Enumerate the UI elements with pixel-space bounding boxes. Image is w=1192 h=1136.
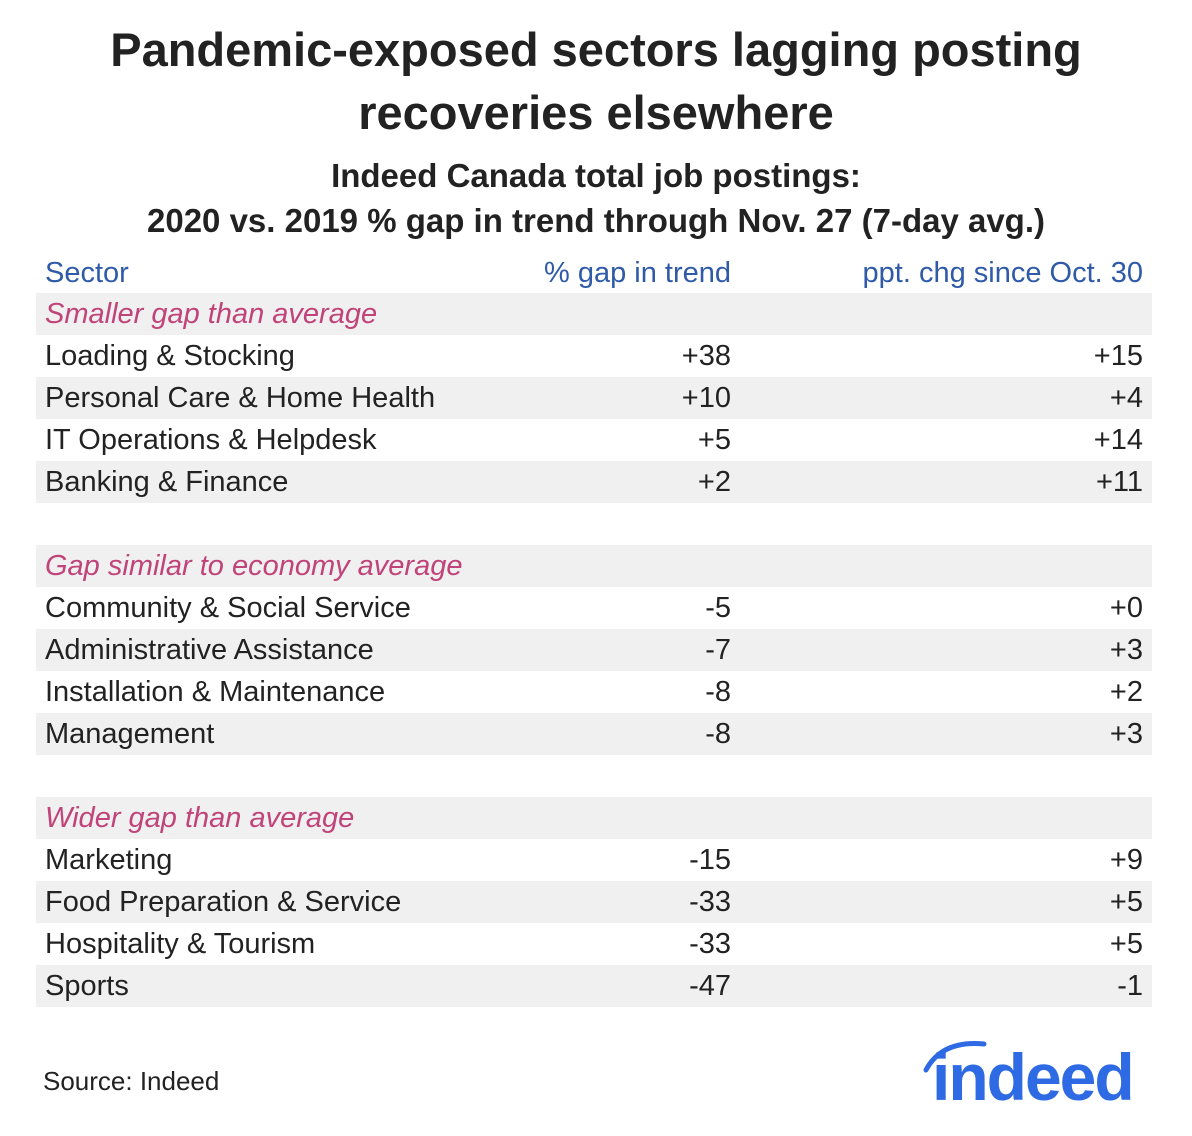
sector-cell: Management — [45, 718, 215, 750]
change-cell: -1 — [1117, 970, 1143, 1002]
gap-cell: +2 — [697, 466, 731, 498]
category-row: Smaller gap than average — [36, 293, 1152, 335]
change-cell: +3 — [1109, 634, 1143, 666]
change-cell: +2 — [1109, 676, 1143, 708]
table-row: Food Preparation & Service -33 +5 — [36, 881, 1152, 923]
change-cell: +5 — [1109, 886, 1143, 918]
sector-cell: Gap similar to economy average — [45, 550, 463, 582]
sector-cell: IT Operations & Helpdesk — [45, 424, 377, 456]
sector-cell: Wider gap than average — [45, 802, 355, 834]
chart-title-line2: recoveries elsewhere — [358, 86, 834, 139]
svg-text:indeed: indeed — [932, 1040, 1133, 1110]
table-row: Sports -47 -1 — [36, 965, 1152, 1007]
chart-subtitle-line1: Indeed Canada total job postings: — [331, 157, 861, 194]
gap-cell: -8 — [705, 718, 731, 750]
table-row: Personal Care & Home Health +10 +4 — [36, 377, 1152, 419]
chart-title-line1: Pandemic-exposed sectors lagging posting — [110, 23, 1082, 76]
sector-cell: Community & Social Service — [45, 592, 411, 624]
table-row: Marketing -15 +9 — [36, 839, 1152, 881]
sector-cell: Food Preparation & Service — [45, 886, 402, 918]
sector-cell: Smaller gap than average — [45, 298, 378, 330]
indeed-logo: indeed — [923, 1040, 1135, 1110]
sector-cell: Hospitality & Tourism — [45, 928, 316, 960]
gap-cell: -7 — [705, 634, 731, 666]
gap-cell: -47 — [689, 970, 731, 1002]
change-cell: +3 — [1109, 718, 1143, 750]
table-row: IT Operations & Helpdesk +5 +14 — [36, 419, 1152, 461]
table-row: Administrative Assistance -7 +3 — [36, 629, 1152, 671]
table-row: Banking & Finance +2 +11 — [36, 461, 1152, 503]
change-cell: +9 — [1109, 844, 1143, 876]
sector-cell: Administrative Assistance — [45, 634, 374, 666]
table-row: Management -8 +3 — [36, 713, 1152, 755]
chart-subtitle-line2: 2020 vs. 2019 % gap in trend through Nov… — [147, 202, 1045, 239]
table-row: Hospitality & Tourism -33 +5 — [36, 923, 1152, 965]
change-cell: +0 — [1109, 592, 1143, 624]
gap-cell: +5 — [697, 424, 731, 456]
change-cell: +4 — [1109, 382, 1143, 414]
gap-cell: -33 — [689, 928, 731, 960]
change-cell: +5 — [1109, 928, 1143, 960]
gap-cell: -15 — [689, 844, 731, 876]
change-cell: +14 — [1093, 424, 1143, 456]
source-note: Source: Indeed — [43, 1066, 220, 1096]
change-cell: +11 — [1095, 466, 1143, 498]
change-cell: ppt. chg since Oct. 30 — [862, 257, 1143, 289]
sector-cell: Loading & Stocking — [45, 340, 295, 372]
gap-cell: -5 — [705, 592, 731, 624]
gap-cell: +38 — [681, 340, 731, 372]
category-row: Wider gap than average — [36, 797, 1152, 839]
table-row: Community & Social Service -5 +0 — [36, 587, 1152, 629]
table-row: Installation & Maintenance -8 +2 — [36, 671, 1152, 713]
sector-cell: Sports — [45, 970, 129, 1002]
sector-cell: Banking & Finance — [45, 466, 289, 498]
header-row: Sector % gap in trend ppt. chg since Oct. … — [36, 252, 1152, 294]
gap-cell: % gap in trend — [543, 257, 731, 289]
sector-cell: Sector — [45, 257, 129, 289]
gap-cell: -33 — [689, 886, 731, 918]
sector-cell: Marketing — [45, 844, 173, 876]
table-row: Loading & Stocking +38 +15 — [36, 335, 1152, 377]
sector-cell: Personal Care & Home Health — [45, 382, 436, 414]
change-cell: +15 — [1093, 340, 1143, 372]
gap-cell: -8 — [705, 676, 731, 708]
category-row: Gap similar to economy average — [36, 545, 1152, 587]
sector-cell: Installation & Maintenance — [45, 676, 386, 708]
gap-cell: +10 — [681, 382, 731, 414]
